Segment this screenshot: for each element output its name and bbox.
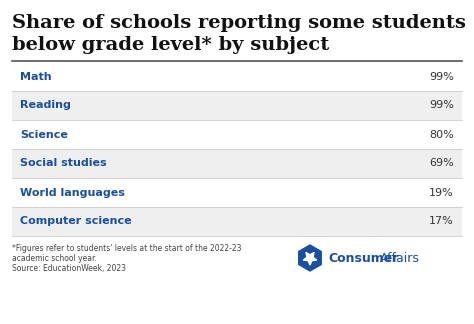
Text: 80%: 80% xyxy=(429,130,454,140)
Polygon shape xyxy=(299,245,321,271)
Bar xyxy=(12,149,462,178)
Text: below grade level* by subject: below grade level* by subject xyxy=(12,36,329,54)
Text: 99%: 99% xyxy=(429,72,454,82)
Text: Consumer: Consumer xyxy=(328,251,398,264)
Text: Math: Math xyxy=(20,72,52,82)
Text: 99%: 99% xyxy=(429,100,454,110)
Text: Social studies: Social studies xyxy=(20,158,107,168)
Text: 69%: 69% xyxy=(429,158,454,168)
Bar xyxy=(12,207,462,236)
Bar xyxy=(12,91,462,120)
Text: Affairs: Affairs xyxy=(380,251,420,264)
Bar xyxy=(12,62,462,91)
Text: 17%: 17% xyxy=(429,216,454,226)
Text: Source: EducationWeek, 2023: Source: EducationWeek, 2023 xyxy=(12,264,126,273)
Polygon shape xyxy=(303,252,317,265)
Text: World languages: World languages xyxy=(20,188,125,198)
Text: Computer science: Computer science xyxy=(20,216,132,226)
Text: academic school year.: academic school year. xyxy=(12,254,97,263)
Text: Reading: Reading xyxy=(20,100,71,110)
Text: Share of schools reporting some students: Share of schools reporting some students xyxy=(12,14,466,32)
Text: *Figures refer to students' levels at the start of the 2022-23: *Figures refer to students' levels at th… xyxy=(12,244,241,253)
Bar xyxy=(12,120,462,149)
Text: Science: Science xyxy=(20,130,68,140)
Text: 19%: 19% xyxy=(429,188,454,198)
Bar xyxy=(12,178,462,207)
